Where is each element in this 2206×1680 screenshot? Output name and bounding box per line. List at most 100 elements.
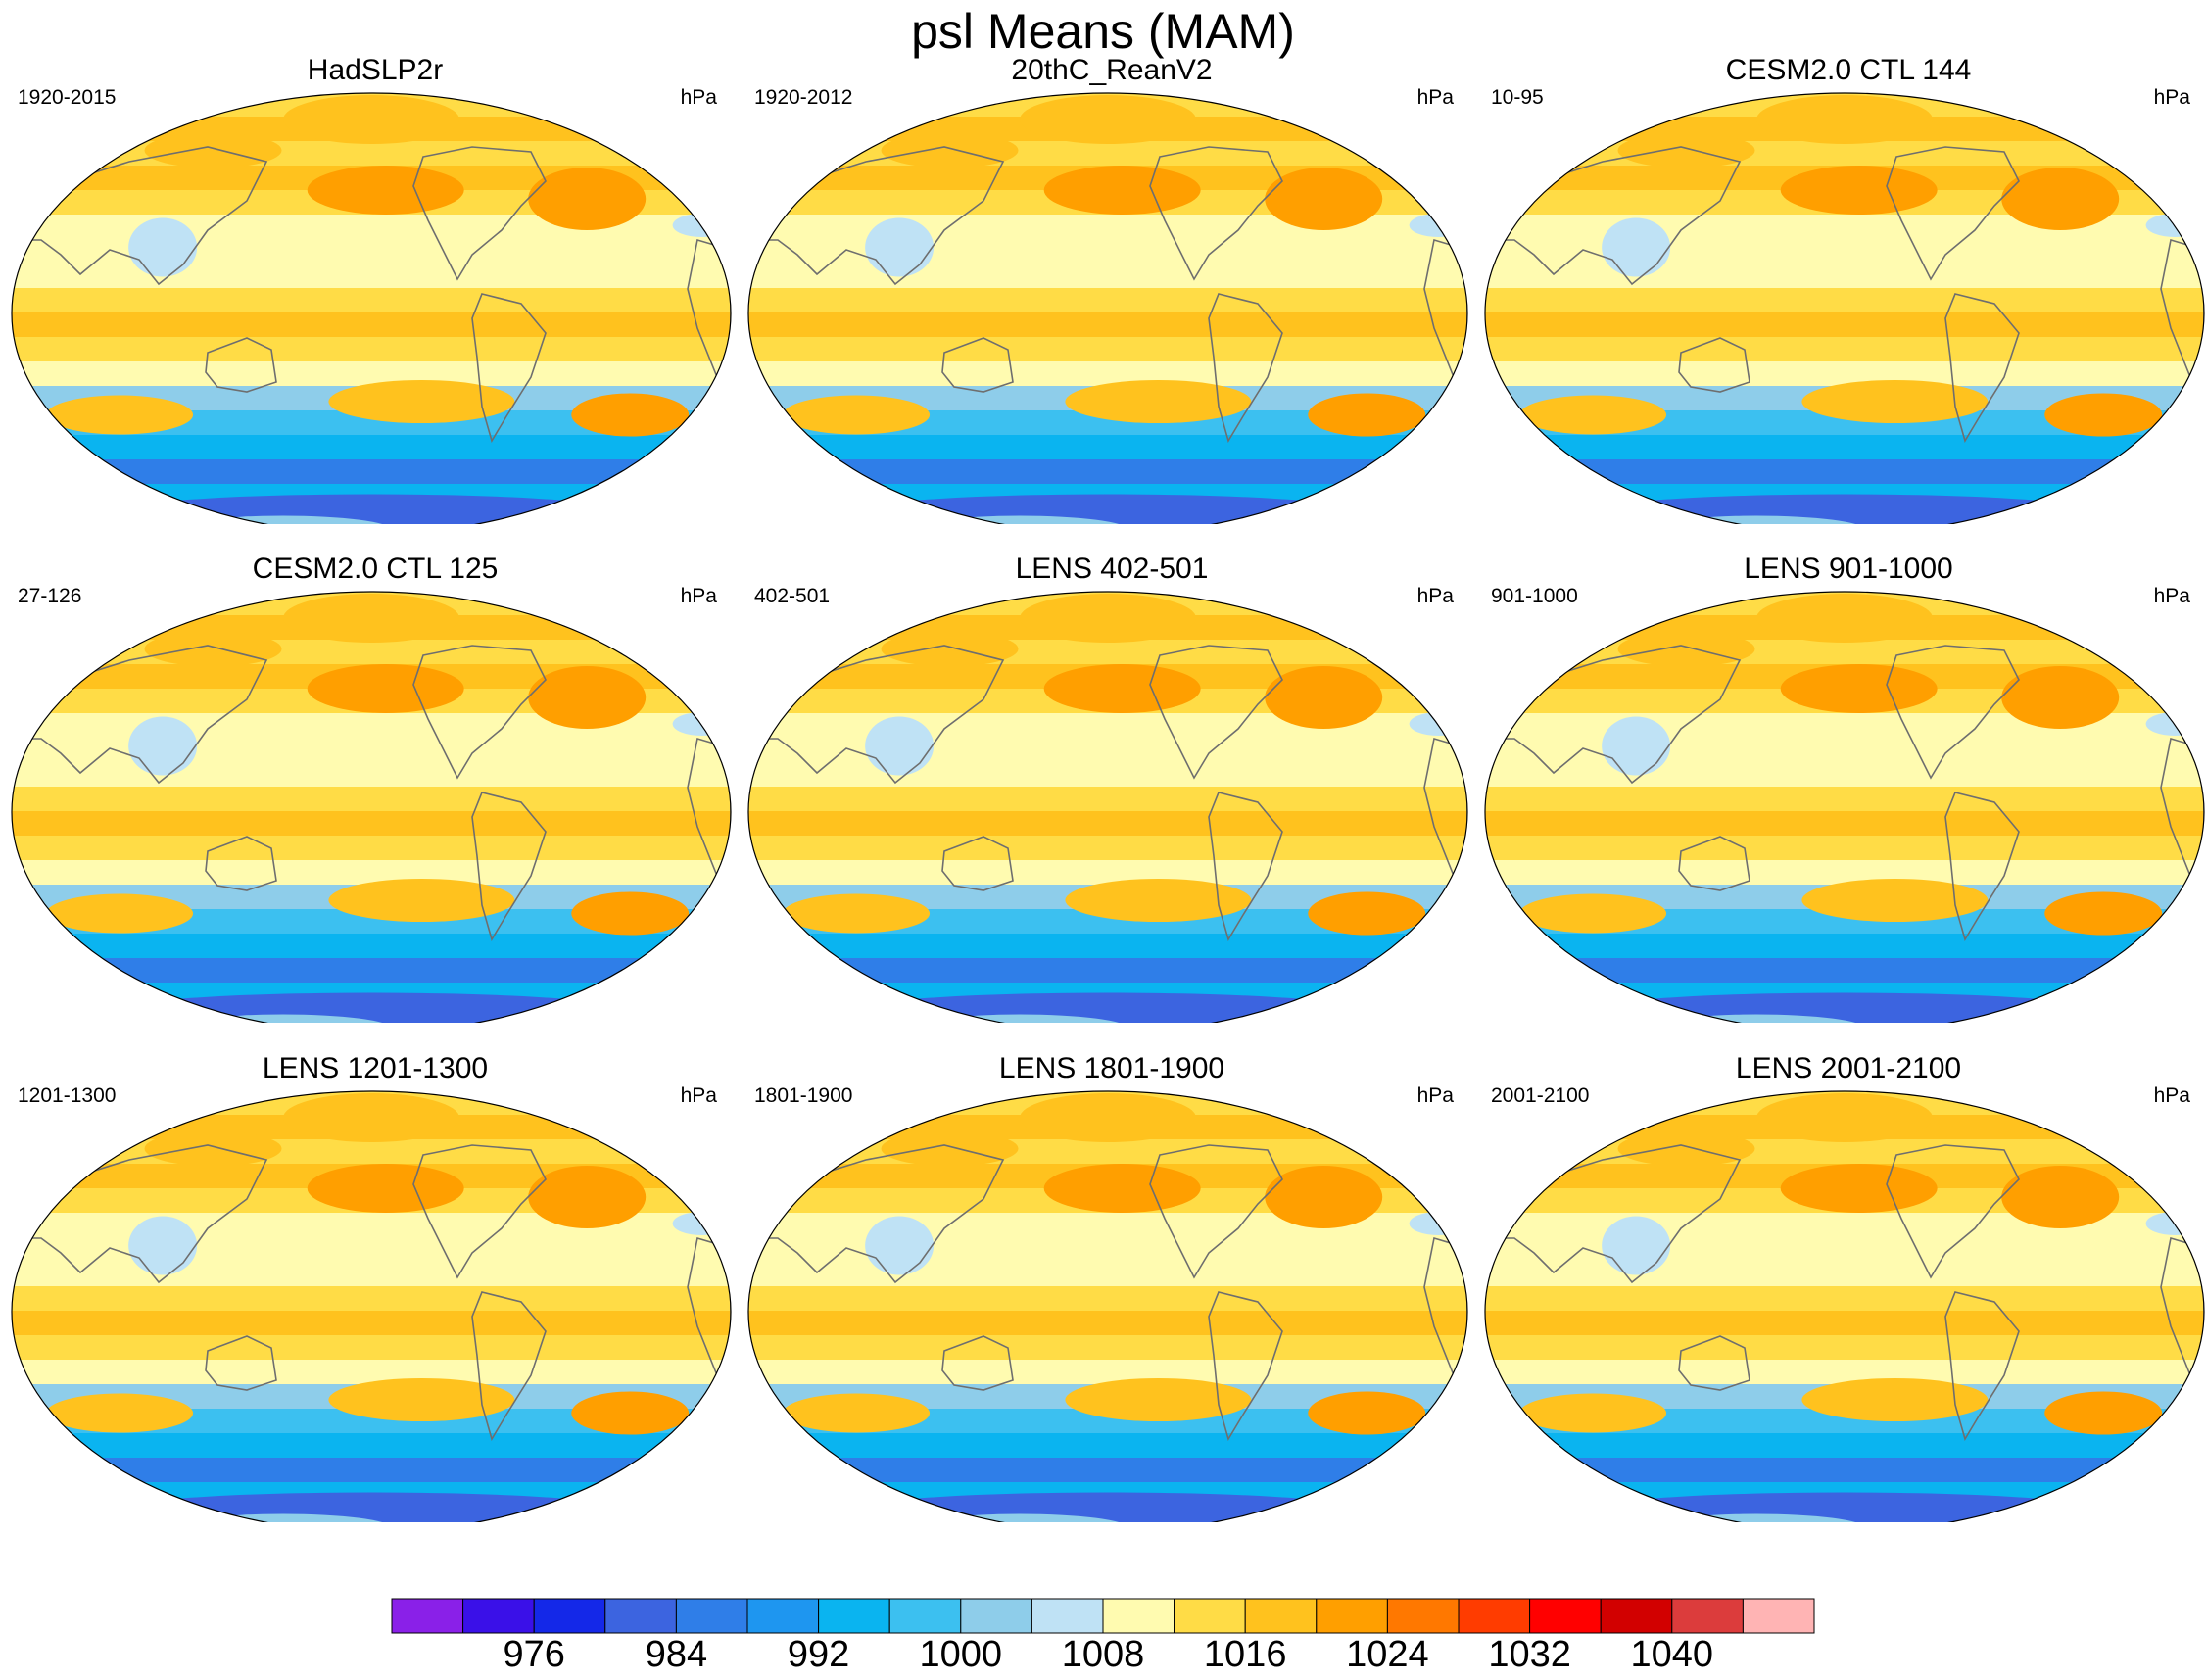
colorbar-swatch: [1386, 1598, 1460, 1634]
pressure-contour: [2001, 1166, 2120, 1228]
colorbar-swatch: [1458, 1598, 1531, 1634]
pressure-contour: [1065, 380, 1252, 423]
pressure-contour: [144, 1130, 282, 1167]
colorbar-swatch: [888, 1598, 962, 1634]
coastline: [1678, 337, 1750, 393]
coastline: [12, 146, 268, 286]
psl-band: [1485, 264, 2204, 290]
coastline: [1944, 1291, 2020, 1441]
pressure-contour: [2001, 666, 2120, 729]
psl-band: [748, 337, 1467, 363]
coastline: [1678, 836, 1750, 891]
map-border: [1484, 591, 2205, 1023]
colorbar-swatch: [818, 1598, 890, 1634]
coastline: [748, 645, 1005, 785]
psl-band: [12, 1335, 731, 1362]
psl-band: [12, 836, 731, 862]
pressure-contour: [1602, 1216, 1671, 1275]
psl-band: [1485, 1458, 2204, 1484]
coastline: [941, 836, 1014, 891]
psl-band: [1485, 337, 2204, 363]
coastline: [1485, 146, 1742, 286]
pressure-contour: [528, 666, 647, 729]
pressure-contour: [46, 1393, 194, 1433]
pressure-contour: [2145, 712, 2204, 736]
colorbar-swatch: [1244, 1598, 1318, 1634]
pressure-contour: [1308, 1391, 1426, 1435]
pressure-contour: [881, 132, 1019, 168]
pressure-contour: [307, 1164, 464, 1213]
pressure-contour: [283, 594, 459, 643]
psl-band: [748, 934, 1467, 960]
pressure-contour: [283, 95, 459, 144]
psl-band: [12, 738, 731, 764]
pressure-contour: [1617, 631, 1755, 667]
robinson-map: [11, 591, 732, 1023]
psl-band: [1485, 312, 2204, 339]
coastline: [12, 645, 268, 785]
panel-period-label: 402-501: [754, 585, 831, 607]
pressure-contour: [1265, 1166, 1383, 1228]
colorbar-tick-label: 1016: [1203, 1634, 1287, 1675]
pressure-contour: [46, 893, 194, 934]
psl-band: [1485, 958, 2204, 984]
panel-title: LENS 402-501: [1015, 552, 1209, 585]
psl-band: [748, 264, 1467, 290]
psl-band: [748, 762, 1467, 789]
map-border: [747, 1090, 1468, 1522]
colorbar-swatch: [391, 1598, 464, 1634]
pressure-contour: [1780, 166, 1938, 215]
coastline: [748, 146, 1005, 286]
psl-band: [12, 239, 731, 265]
pressure-contour: [2044, 891, 2163, 936]
pressure-contour: [328, 879, 515, 922]
panel-units-label: hPa: [1416, 1084, 1454, 1107]
coastline: [471, 792, 547, 941]
colorbar-swatch: [1316, 1598, 1388, 1634]
map-panel: LENS 901-1000 901-1000 hPa: [1481, 552, 2206, 1023]
psl-band: [12, 459, 731, 486]
pressure-contour: [2001, 168, 2120, 230]
coastline: [1678, 1335, 1750, 1391]
psl-band: [1485, 435, 2204, 461]
pressure-contour: [1617, 132, 1755, 168]
coastline: [748, 1144, 1005, 1284]
pressure-contour: [1409, 712, 1467, 736]
pressure-contour: [1519, 395, 1667, 435]
psl-band: [12, 1433, 731, 1460]
psl-band: [1485, 1335, 2204, 1362]
map-panel: LENS 2001-2100 2001-2100 hPa: [1481, 1052, 2206, 1522]
pressure-contour: [865, 716, 935, 776]
pressure-contour: [1409, 214, 1467, 237]
pressure-contour: [128, 217, 198, 277]
panel-period-label: 901-1000: [1491, 585, 1578, 607]
psl-band: [1485, 811, 2204, 838]
psl-band: [748, 1458, 1467, 1484]
robinson-map: [747, 1090, 1468, 1522]
pressure-contour: [1756, 1093, 1933, 1142]
coastline: [1149, 1144, 1283, 1279]
robinson-map: [1484, 1090, 2205, 1522]
psl-band: [748, 787, 1467, 813]
panel-period-label: 10-95: [1491, 86, 1544, 109]
pressure-contour: [571, 1391, 690, 1435]
psl-band: [12, 264, 731, 290]
panel-title: LENS 901-1000: [1744, 552, 1953, 585]
pressure-contour: [1308, 891, 1426, 936]
pressure-contour: [1780, 1164, 1938, 1213]
colorbar-swatch: [675, 1598, 748, 1634]
map-panel: LENS 1201-1300 1201-1300 hPa: [8, 1052, 743, 1522]
psl-band: [748, 141, 1467, 168]
psl-band: [1485, 1237, 2204, 1264]
colorbar-tick-label: 976: [503, 1634, 565, 1675]
panel-units-label: hPa: [1416, 585, 1454, 607]
panel-title: LENS 1801-1900: [998, 1052, 1225, 1084]
coastline: [205, 1335, 277, 1391]
panel-period-label: 1801-1900: [754, 1084, 853, 1107]
psl-band: [1485, 141, 2204, 168]
psl-band: [12, 312, 731, 339]
pressure-contour: [2145, 214, 2204, 237]
psl-band: [12, 811, 731, 838]
panel-title: LENS 2001-2100: [1735, 1052, 1962, 1084]
coastline: [471, 293, 547, 443]
